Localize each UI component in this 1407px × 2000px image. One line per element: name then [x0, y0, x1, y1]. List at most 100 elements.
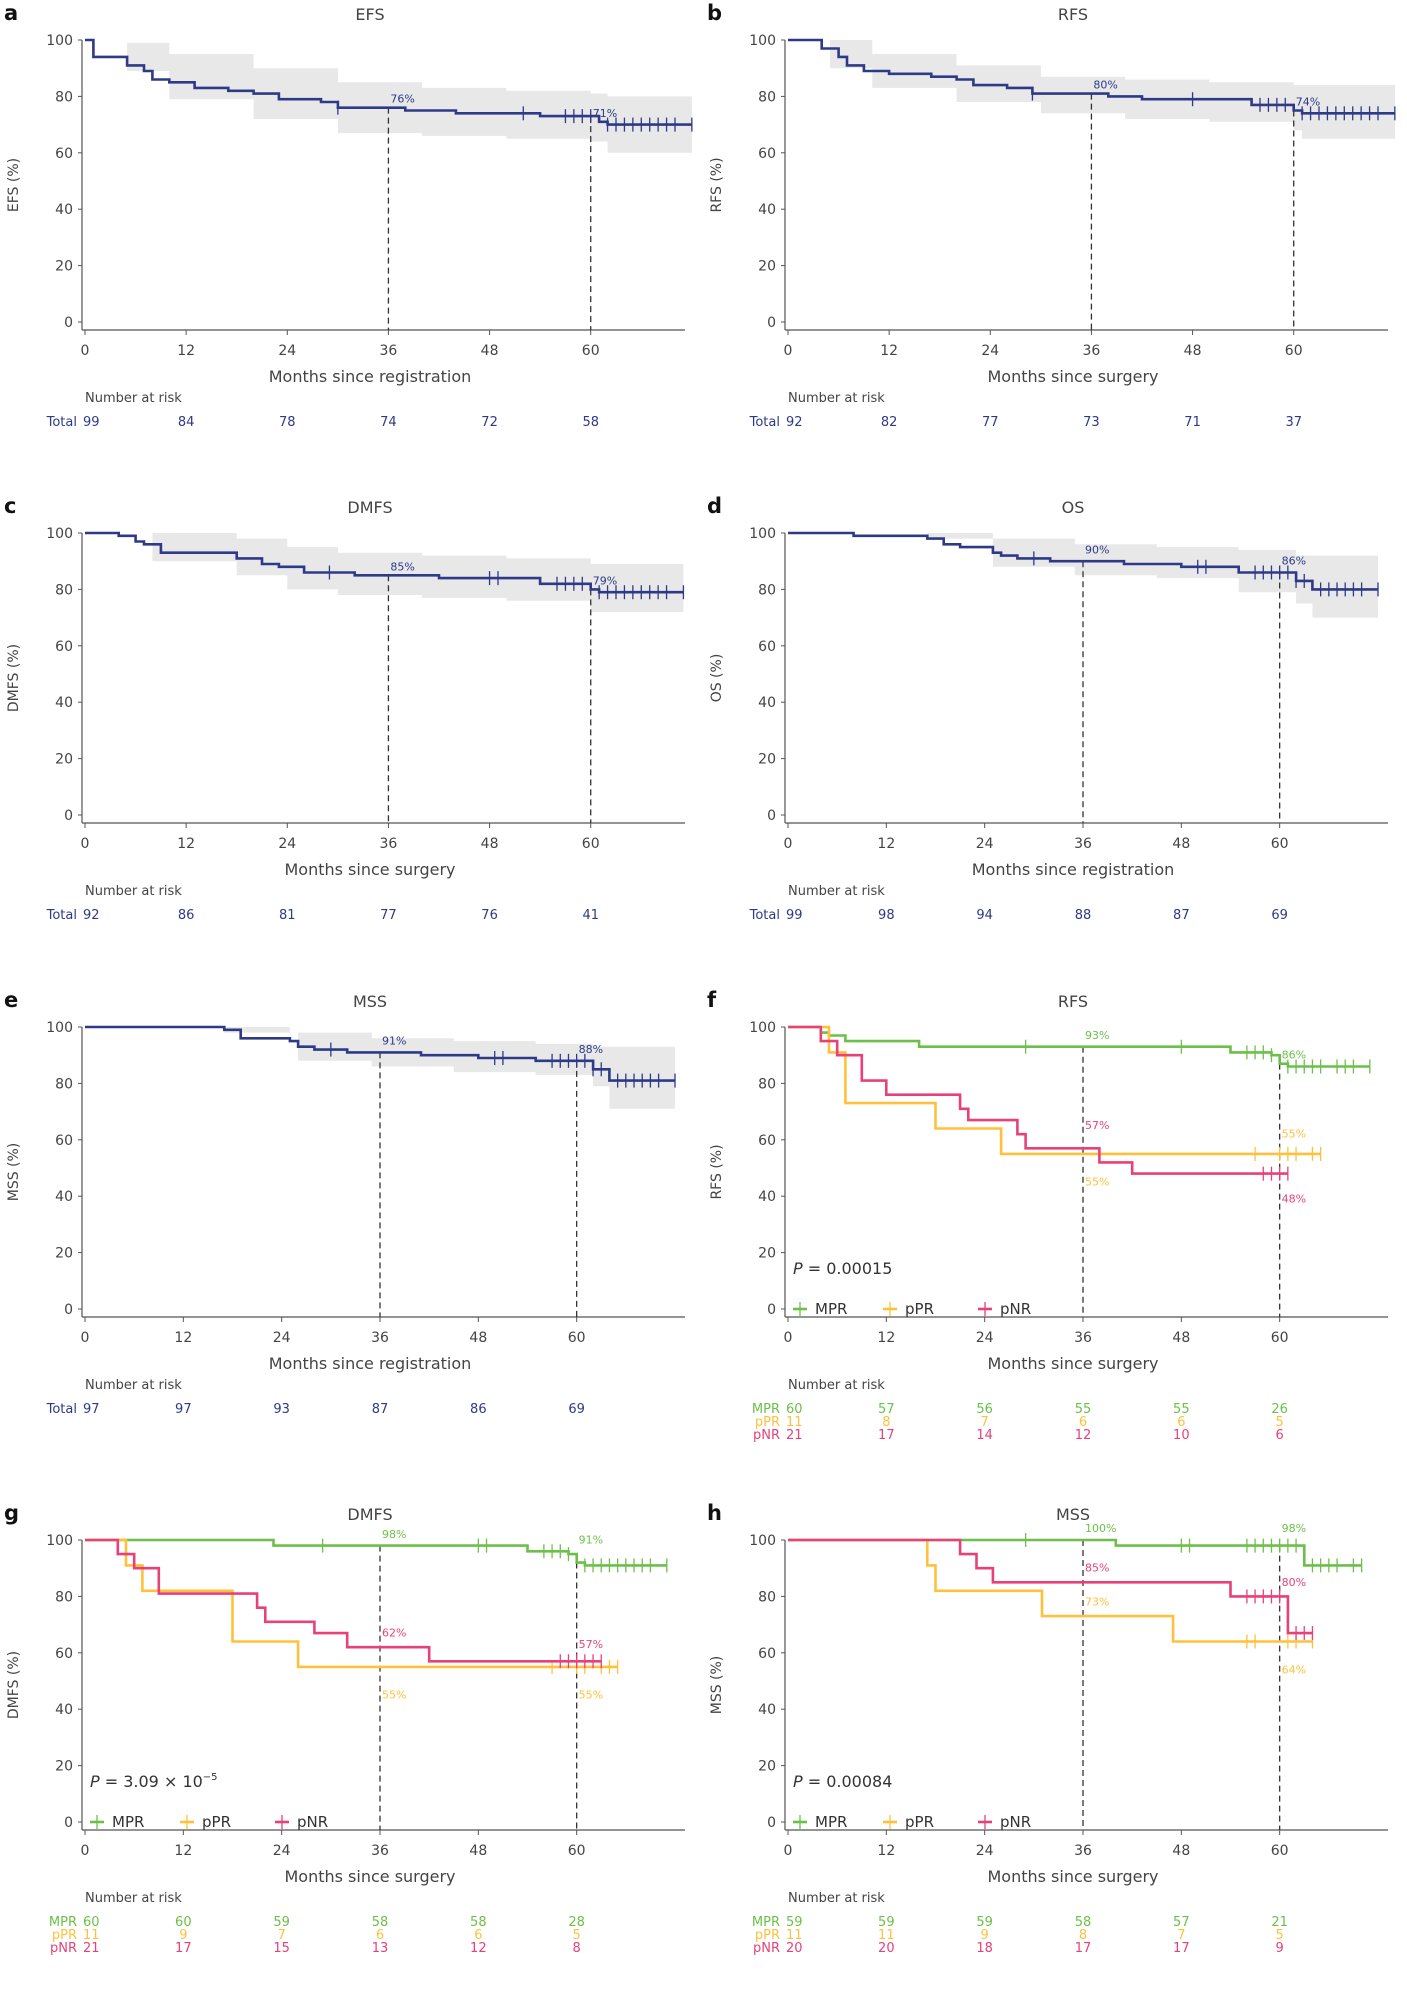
- x-tick-label: 48: [481, 343, 499, 359]
- survival-percent-label: 100%: [1085, 1522, 1116, 1535]
- risk-table-header: Number at risk: [85, 391, 182, 406]
- y-tick-label: 100: [749, 526, 776, 542]
- survival-percent-label: 86%: [1282, 555, 1306, 568]
- risk-count: 88: [1075, 908, 1092, 923]
- x-tick-label: 0: [81, 1843, 90, 1859]
- risk-count: 77: [982, 415, 999, 430]
- risk-count: 8: [882, 1415, 890, 1430]
- risk-table-header: Number at risk: [85, 884, 182, 899]
- km-curve-pnr: [788, 1025, 1288, 1175]
- y-tick-label: 60: [758, 639, 776, 655]
- y-tick-label: 80: [758, 582, 776, 598]
- risk-table-header: Number at risk: [788, 884, 885, 899]
- risk-count: 6: [474, 1928, 482, 1943]
- y-tick-label: 40: [55, 202, 73, 218]
- survival-percent-label: 93%: [1085, 1029, 1109, 1042]
- x-tick-label: 48: [1172, 836, 1190, 852]
- risk-count: 11: [786, 1415, 803, 1430]
- x-tick-label: 0: [81, 343, 90, 359]
- x-tick-label: 60: [1271, 1843, 1289, 1859]
- risk-row-label: MPR: [49, 1915, 77, 1930]
- risk-count: 71: [1184, 415, 1201, 430]
- panel-a: a EFS 0 20 40 60 80 100 0 12 24 36 48 60 Months since …: [0, 0, 703, 500]
- survival-percent-label: 98%: [382, 1528, 406, 1541]
- panel-b: b RFS 0 20 40 60 80 100 0 12 24 36 48 60 Months since …: [703, 0, 1406, 500]
- risk-count: 21: [83, 1941, 100, 1956]
- x-tick-label: 12: [174, 1330, 192, 1346]
- x-tick-label: 12: [177, 343, 195, 359]
- p-value-symbol: P: [90, 1772, 100, 1791]
- y-tick-label: 100: [749, 1020, 776, 1036]
- risk-count: 11: [878, 1928, 895, 1943]
- panel-title: RFS: [1058, 992, 1088, 1011]
- risk-count: 11: [83, 1928, 100, 1943]
- y-tick-label: 40: [55, 1702, 73, 1718]
- survival-percent-label: 71%: [593, 107, 617, 120]
- risk-row-label: pPR: [755, 1928, 780, 1943]
- risk-table-header: Number at risk: [788, 1378, 885, 1393]
- p-value-symbol: P: [793, 1259, 803, 1278]
- x-axis-label: Months since registration: [972, 860, 1175, 879]
- legend-label-pnr: pNR: [297, 1813, 328, 1831]
- x-tick-label: 12: [877, 836, 895, 852]
- x-tick-label: 48: [1184, 343, 1202, 359]
- x-axis-label: Months since surgery: [987, 1354, 1158, 1373]
- panel-title: RFS: [1058, 5, 1088, 24]
- confidence-band: [85, 40, 692, 153]
- confidence-band: [85, 1027, 675, 1109]
- risk-count: 14: [976, 1428, 993, 1443]
- confidence-band: [788, 40, 1395, 139]
- y-axis-label: RFS (%): [709, 1144, 725, 1199]
- risk-count: 78: [279, 415, 296, 430]
- y-tick-label: 20: [758, 752, 776, 768]
- risk-count: 57: [1173, 1915, 1190, 1930]
- risk-count: 26: [1271, 1402, 1288, 1417]
- x-tick-label: 36: [1074, 836, 1092, 852]
- km-curve-pnr: [85, 1538, 602, 1663]
- x-tick-label: 24: [273, 1330, 291, 1346]
- y-tick-label: 60: [55, 146, 73, 162]
- x-tick-label: 24: [278, 343, 296, 359]
- risk-count: 20: [878, 1941, 895, 1956]
- x-tick-label: 48: [1172, 1330, 1190, 1346]
- p-value-exponent: −5: [203, 1772, 218, 1783]
- panel-title: OS: [1062, 498, 1085, 517]
- survival-percent-label: 91%: [382, 1035, 406, 1048]
- y-tick-label: 20: [55, 1246, 73, 1262]
- risk-count: 55: [1173, 1402, 1190, 1417]
- survival-percent-label: 85%: [1085, 1562, 1109, 1575]
- x-tick-label: 60: [568, 1843, 586, 1859]
- risk-count: 28: [568, 1915, 585, 1930]
- risk-count: 74: [380, 415, 397, 430]
- risk-count: 60: [175, 1915, 192, 1930]
- panel-letter: f: [707, 988, 717, 1012]
- risk-count: 87: [372, 1402, 389, 1417]
- x-tick-label: 36: [371, 1843, 389, 1859]
- x-axis-label: Months since surgery: [284, 860, 455, 879]
- risk-count: 37: [1285, 415, 1302, 430]
- survival-percent-label: 62%: [382, 1627, 406, 1640]
- y-axis-label: RFS (%): [709, 157, 725, 212]
- x-tick-label: 36: [380, 343, 398, 359]
- y-tick-label: 0: [64, 1815, 73, 1831]
- survival-percent-label: 76%: [390, 93, 414, 106]
- y-tick-label: 60: [758, 1133, 776, 1149]
- y-axis-label: OS (%): [709, 654, 725, 703]
- km-curve-total: [788, 531, 1378, 591]
- risk-count: 18: [976, 1941, 993, 1956]
- km-curve-total: [85, 1025, 675, 1082]
- risk-count: 8: [1079, 1928, 1087, 1943]
- y-tick-label: 40: [758, 1189, 776, 1205]
- risk-count: 58: [582, 415, 599, 430]
- survival-percent-label: 79%: [593, 574, 617, 587]
- y-tick-label: 60: [758, 146, 776, 162]
- panel-title: DMFS: [347, 498, 392, 517]
- risk-count: 7: [278, 1928, 286, 1943]
- km-plot-d: d OS 0 20 40 60 80 100 0 12 24 36 48 60 Months since r…: [707, 494, 1388, 923]
- risk-count: 98: [878, 908, 895, 923]
- p-value-number: = 3.09 × 10: [100, 1772, 203, 1791]
- y-tick-label: 100: [46, 526, 73, 542]
- km-plot-g: g DMFS 0 20 40 60 80 100 0 12 24 36 48 60 Months since…: [4, 1501, 685, 1956]
- risk-row-label: Total: [749, 415, 780, 430]
- y-tick-label: 100: [46, 1533, 73, 1549]
